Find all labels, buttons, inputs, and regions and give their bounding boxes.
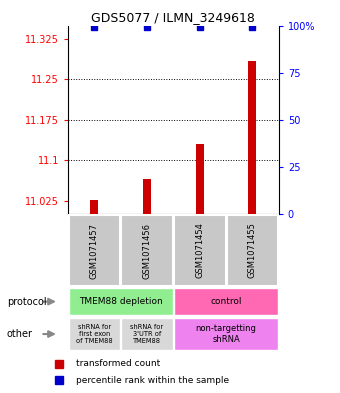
Text: non-targetting
shRNA: non-targetting shRNA — [195, 324, 257, 344]
Text: GSM1071457: GSM1071457 — [90, 222, 99, 279]
FancyBboxPatch shape — [174, 215, 225, 286]
FancyBboxPatch shape — [69, 215, 120, 286]
Bar — [196, 144, 204, 214]
Text: TMEM88 depletion: TMEM88 depletion — [79, 297, 163, 306]
FancyBboxPatch shape — [174, 318, 278, 350]
FancyBboxPatch shape — [227, 215, 278, 286]
Text: control: control — [210, 297, 242, 306]
Text: percentile rank within the sample: percentile rank within the sample — [76, 376, 229, 385]
Text: GSM1071456: GSM1071456 — [142, 222, 152, 279]
Text: GSM1071455: GSM1071455 — [248, 222, 257, 279]
Bar — [143, 179, 151, 214]
FancyBboxPatch shape — [174, 288, 278, 315]
FancyBboxPatch shape — [121, 318, 173, 350]
Bar — [249, 61, 256, 214]
FancyBboxPatch shape — [69, 288, 173, 315]
Text: GSM1071454: GSM1071454 — [195, 222, 204, 279]
FancyBboxPatch shape — [69, 318, 120, 350]
FancyBboxPatch shape — [121, 215, 173, 286]
Text: shRNA for
3'UTR of
TMEM88: shRNA for 3'UTR of TMEM88 — [131, 324, 164, 344]
Text: transformed count: transformed count — [76, 359, 160, 368]
Text: other: other — [7, 329, 33, 339]
Text: protocol: protocol — [7, 297, 47, 307]
Title: GDS5077 / ILMN_3249618: GDS5077 / ILMN_3249618 — [91, 11, 255, 24]
Bar — [90, 200, 98, 214]
Text: shRNA for
first exon
of TMEM88: shRNA for first exon of TMEM88 — [76, 324, 113, 344]
